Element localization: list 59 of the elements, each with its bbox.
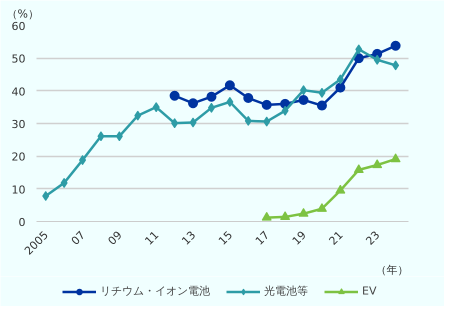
point	[335, 82, 346, 93]
point	[262, 100, 272, 110]
y-tick-label: 10	[12, 183, 26, 196]
x-tick-label: 07	[68, 228, 88, 248]
y-tick-label: 20	[12, 150, 26, 164]
point	[392, 60, 400, 70]
y-axis-title: （%）	[6, 8, 39, 20]
point	[318, 88, 326, 98]
x-tick-label: 09	[106, 228, 125, 248]
x-tick-label: 11	[142, 228, 162, 248]
point	[97, 131, 104, 142]
point	[60, 178, 68, 188]
point	[316, 203, 327, 212]
y-tick-label: 50	[12, 52, 26, 66]
point	[298, 208, 309, 217]
point	[282, 106, 289, 116]
point	[243, 93, 254, 104]
point	[134, 110, 142, 121]
y-tick-label: 40	[12, 85, 26, 98]
point	[298, 94, 309, 105]
point	[390, 153, 401, 162]
point	[206, 92, 216, 102]
point	[226, 96, 234, 107]
legend-label: EV	[362, 284, 378, 298]
point	[336, 74, 344, 84]
y-tick-label: 60	[12, 20, 26, 33]
point	[152, 102, 160, 112]
x-axis-title: （年）	[376, 264, 408, 276]
point	[300, 85, 308, 96]
x-tick-label: 21	[326, 228, 346, 248]
point	[116, 131, 123, 142]
point	[170, 90, 180, 101]
point	[354, 164, 364, 173]
x-tick-label: 23	[363, 228, 382, 248]
point	[42, 191, 50, 202]
legend-label: 光電池等	[264, 284, 308, 298]
point	[316, 100, 327, 111]
point	[263, 116, 270, 127]
point	[171, 118, 178, 128]
x-tick-label: 19	[290, 228, 309, 248]
point	[244, 116, 252, 126]
point	[79, 155, 86, 166]
y-tick-label: 30	[12, 118, 26, 131]
point	[190, 118, 197, 128]
legend-label: リチウム・イオン電池	[100, 284, 210, 298]
point	[374, 54, 381, 65]
point	[372, 159, 382, 168]
point	[262, 212, 272, 221]
point	[280, 211, 290, 220]
point	[208, 102, 215, 113]
point	[335, 184, 346, 194]
x-tick-label: 17	[252, 228, 272, 248]
point	[390, 40, 401, 51]
point	[188, 98, 198, 108]
y-tick-label: 0	[18, 216, 26, 229]
point	[224, 80, 235, 90]
x-tick-label: 13	[179, 228, 198, 248]
point	[355, 44, 362, 54]
x-tick-label: 15	[216, 228, 236, 248]
